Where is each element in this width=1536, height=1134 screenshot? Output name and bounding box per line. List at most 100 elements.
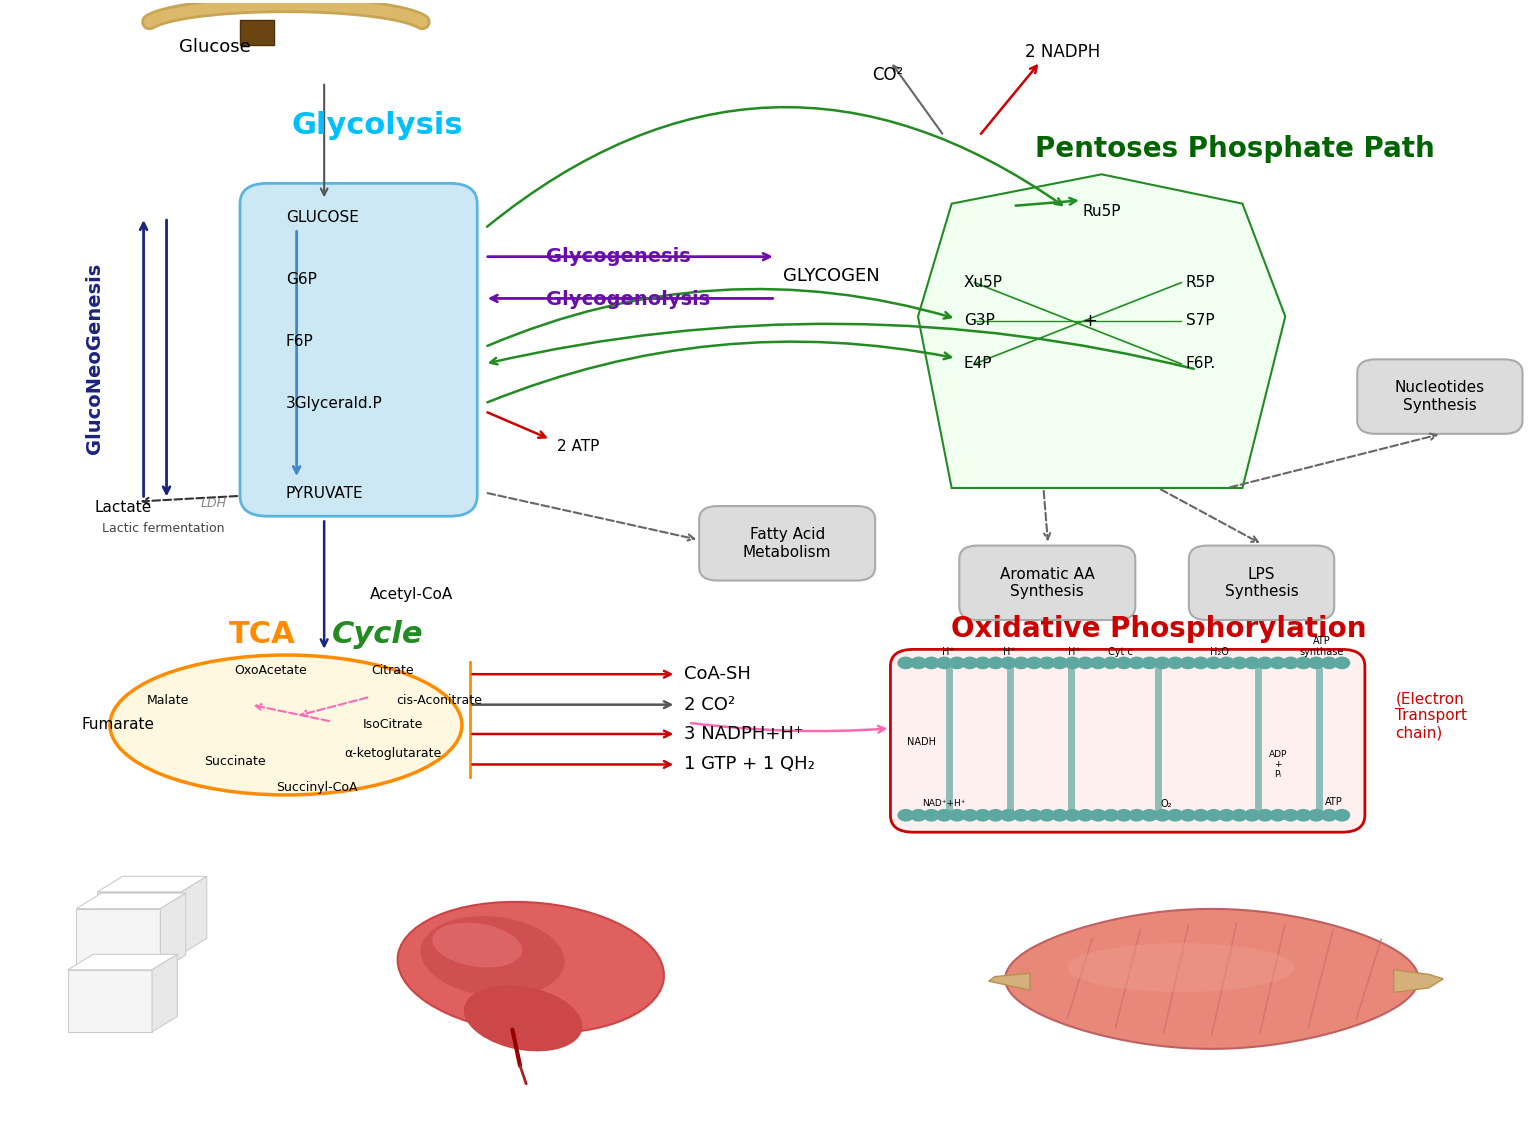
Circle shape (1064, 658, 1080, 669)
Circle shape (1155, 810, 1170, 821)
Text: Oxidative Phosphorylation: Oxidative Phosphorylation (951, 615, 1366, 643)
Circle shape (1193, 810, 1209, 821)
Text: Succinate: Succinate (204, 754, 266, 768)
Text: 1 GTP + 1 QH₂: 1 GTP + 1 QH₂ (684, 755, 814, 773)
Circle shape (1244, 658, 1260, 669)
Text: 3 NADPH+H⁺: 3 NADPH+H⁺ (684, 725, 803, 743)
Text: Fumarate: Fumarate (81, 718, 154, 733)
Text: F6P.: F6P. (1186, 356, 1217, 371)
Circle shape (937, 810, 952, 821)
Circle shape (1206, 658, 1221, 669)
Circle shape (1335, 810, 1350, 821)
Circle shape (911, 810, 926, 821)
Polygon shape (97, 891, 181, 954)
Circle shape (1052, 658, 1068, 669)
Text: Nucleotides
Synthesis: Nucleotides Synthesis (1395, 380, 1485, 413)
Text: H⁺: H⁺ (942, 648, 955, 658)
Circle shape (1014, 810, 1029, 821)
Text: Citrate: Citrate (372, 665, 415, 677)
Text: 2 CO²: 2 CO² (684, 695, 734, 713)
Circle shape (1052, 810, 1068, 821)
Text: PYRUVATE: PYRUVATE (286, 486, 364, 501)
Circle shape (1321, 658, 1336, 669)
Text: Cycle: Cycle (332, 620, 424, 649)
Ellipse shape (421, 916, 565, 997)
Text: Fatty Acid
Metabolism: Fatty Acid Metabolism (743, 527, 831, 559)
Polygon shape (152, 955, 177, 1032)
Circle shape (1141, 810, 1157, 821)
Circle shape (1040, 658, 1055, 669)
Polygon shape (68, 955, 177, 970)
Polygon shape (77, 908, 160, 971)
Circle shape (1155, 658, 1170, 669)
FancyBboxPatch shape (1189, 545, 1335, 620)
Text: Glycogenesis: Glycogenesis (547, 247, 691, 266)
Text: E4P: E4P (965, 356, 992, 371)
Circle shape (1078, 658, 1094, 669)
Circle shape (1014, 658, 1029, 669)
Text: Xu5P: Xu5P (965, 276, 1003, 290)
Circle shape (949, 658, 965, 669)
Polygon shape (1393, 970, 1444, 992)
Text: S7P: S7P (1186, 313, 1215, 329)
Text: R5P: R5P (1186, 276, 1215, 290)
Circle shape (1258, 658, 1273, 669)
Polygon shape (97, 877, 207, 891)
Circle shape (899, 658, 914, 669)
Text: Lactic fermentation: Lactic fermentation (103, 522, 224, 535)
Circle shape (1026, 810, 1041, 821)
Polygon shape (77, 894, 186, 908)
Text: CO²: CO² (872, 66, 903, 84)
Circle shape (962, 658, 977, 669)
Circle shape (1026, 658, 1041, 669)
Circle shape (1129, 810, 1144, 821)
Circle shape (1001, 810, 1015, 821)
Circle shape (1091, 658, 1106, 669)
Ellipse shape (1068, 943, 1295, 992)
Polygon shape (68, 970, 152, 1032)
Text: 3Glycerald.P: 3Glycerald.P (286, 396, 382, 411)
Text: NADH: NADH (906, 737, 935, 747)
Circle shape (1232, 810, 1247, 821)
Text: LPS
Synthesis: LPS Synthesis (1224, 567, 1298, 599)
Circle shape (975, 658, 991, 669)
Text: Lactate: Lactate (95, 500, 152, 515)
Text: CoA-SH: CoA-SH (684, 666, 751, 683)
Text: Aromatic AA
Synthesis: Aromatic AA Synthesis (1000, 567, 1095, 599)
Text: LDH: LDH (201, 498, 227, 510)
Circle shape (1296, 658, 1312, 669)
Ellipse shape (398, 902, 664, 1033)
Circle shape (1129, 658, 1144, 669)
Circle shape (1141, 658, 1157, 669)
Circle shape (923, 810, 938, 821)
Circle shape (1117, 810, 1132, 821)
Text: H⁺: H⁺ (1068, 648, 1080, 658)
Circle shape (1335, 658, 1350, 669)
Text: GLYCOGEN: GLYCOGEN (783, 266, 880, 285)
Polygon shape (181, 877, 207, 954)
Circle shape (949, 810, 965, 821)
Text: ATP: ATP (1326, 797, 1342, 806)
Text: cis-Aconitrate: cis-Aconitrate (396, 694, 482, 706)
Circle shape (1270, 810, 1286, 821)
Text: Pentoses Phosphate Path: Pentoses Phosphate Path (1035, 135, 1435, 163)
Text: G3P: G3P (965, 313, 995, 329)
Text: (Electron
Transport
chain): (Electron Transport chain) (1396, 691, 1467, 741)
Text: 2 NADPH: 2 NADPH (1025, 43, 1100, 61)
Text: IsoCitrate: IsoCitrate (362, 719, 424, 731)
Polygon shape (160, 894, 186, 971)
Circle shape (1001, 658, 1015, 669)
Circle shape (1258, 810, 1273, 821)
Circle shape (1040, 810, 1055, 821)
Circle shape (1167, 658, 1183, 669)
Circle shape (1167, 810, 1183, 821)
Text: +: + (1081, 312, 1097, 330)
Circle shape (962, 810, 977, 821)
Text: G6P: G6P (286, 272, 316, 287)
Text: Cyt c: Cyt c (1107, 648, 1132, 658)
Circle shape (1321, 810, 1336, 821)
Circle shape (1309, 810, 1324, 821)
Circle shape (1218, 658, 1233, 669)
FancyBboxPatch shape (960, 545, 1135, 620)
FancyBboxPatch shape (240, 184, 478, 516)
